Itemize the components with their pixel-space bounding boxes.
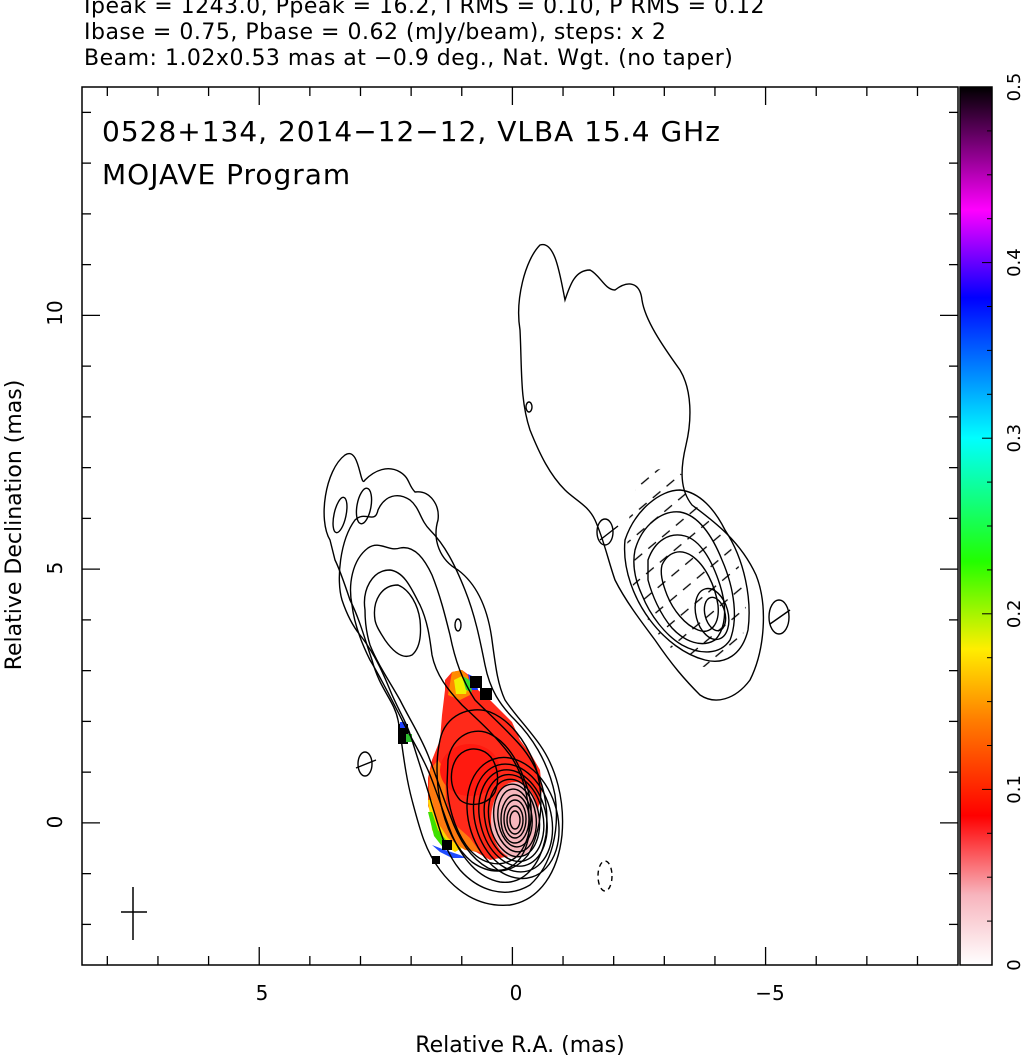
contour-island-4-tick	[355, 759, 377, 769]
plot-frame	[81, 86, 959, 966]
colorbar-tick-label: 0.5	[1004, 73, 1021, 102]
colorbar-tick-label: 0.1	[1004, 775, 1021, 804]
contour-island-1	[332, 496, 348, 534]
colorbar-tick-label: 0.3	[1004, 424, 1021, 453]
contour-core-2	[472, 763, 554, 873]
colorbar-tick-label: 0.4	[1004, 248, 1021, 277]
contour-core-4	[483, 773, 545, 863]
y-tick-label-0: 0	[43, 816, 67, 829]
contour-sw-island-1	[596, 518, 614, 546]
contour-core-11	[509, 810, 521, 830]
chart-title: 0528+134, 2014−12−12, VLBA 15.4 GHz	[102, 115, 721, 148]
beam-marker	[121, 887, 147, 940]
axis-ticks	[82, 87, 958, 965]
evpa-region	[627, 468, 746, 668]
contour-core-8	[500, 794, 530, 844]
contour-ne-3	[349, 544, 548, 883]
contour-island-4	[357, 751, 373, 777]
contour-jet-1	[436, 709, 542, 872]
contour-jet-3	[450, 748, 499, 806]
header-line-2: Ibase = 0.75, Pbase = 0.62 (mJy/beam), s…	[84, 20, 667, 45]
contour-ne-outer	[323, 452, 564, 906]
pol-pixel-black-2	[480, 688, 492, 700]
contour-ne-2	[338, 494, 558, 893]
y-axis-label: Relative Declination (mas)	[2, 380, 27, 671]
x-tick-label-0: 0	[510, 981, 523, 1005]
contour-core-5	[487, 778, 541, 858]
pol-pixel-blue	[400, 722, 406, 728]
contour-core-1	[466, 756, 560, 880]
contour-island-3	[454, 618, 462, 632]
contour-core-10	[506, 805, 524, 835]
y-tick-label-10: 10	[43, 300, 67, 325]
colorbar-ticks	[982, 86, 992, 966]
contour-jet-2	[446, 730, 532, 865]
contour-sw-island-2-tick	[769, 609, 791, 625]
pol-core-red	[440, 744, 500, 796]
header-line-3: Beam: 1.02x0.53 mas at −0.9 deg., Nat. W…	[84, 46, 734, 71]
pol-pixel-black-5	[432, 856, 440, 864]
colorbar-tick-label: 0	[1004, 959, 1021, 970]
contour-core-6	[492, 783, 538, 853]
colorbar-tick-label: 0.2	[1004, 599, 1021, 628]
contour-ne-5	[373, 584, 422, 657]
colorbar-labels: 0 0.1 0.2 0.3 0.4 0.5	[1004, 73, 1021, 971]
contour-sw-outer	[518, 244, 765, 701]
contour-sw-island-3	[525, 401, 533, 413]
contour-core-9	[503, 799, 527, 839]
contour-core-7	[497, 788, 533, 848]
header-line-1: Ipeak = 1243.0, Ppeak = 16.2, I RMS = 0.…	[84, 0, 765, 19]
x-tick-label-5: 5	[256, 981, 269, 1005]
evpa-vectors	[627, 468, 746, 668]
x-axis-label: Relative R.A. (mas)	[415, 1033, 624, 1058]
pol-pixel-black-3	[398, 724, 408, 744]
pol-pixel-black-1	[470, 676, 482, 688]
contour-sw-island-1-tick	[599, 525, 619, 541]
y-tick-label-5: 5	[43, 562, 67, 575]
x-tick-label-neg5: −5	[755, 981, 784, 1005]
contour-island-2	[355, 487, 373, 525]
pol-pixel-green	[406, 734, 412, 742]
contour-sw-island-2	[768, 599, 790, 635]
chart-subtitle: MOJAVE Program	[102, 158, 351, 191]
pol-pixel-black-4	[442, 840, 452, 850]
contour-neg-dashed	[597, 860, 613, 892]
contour-core-3	[478, 769, 548, 867]
